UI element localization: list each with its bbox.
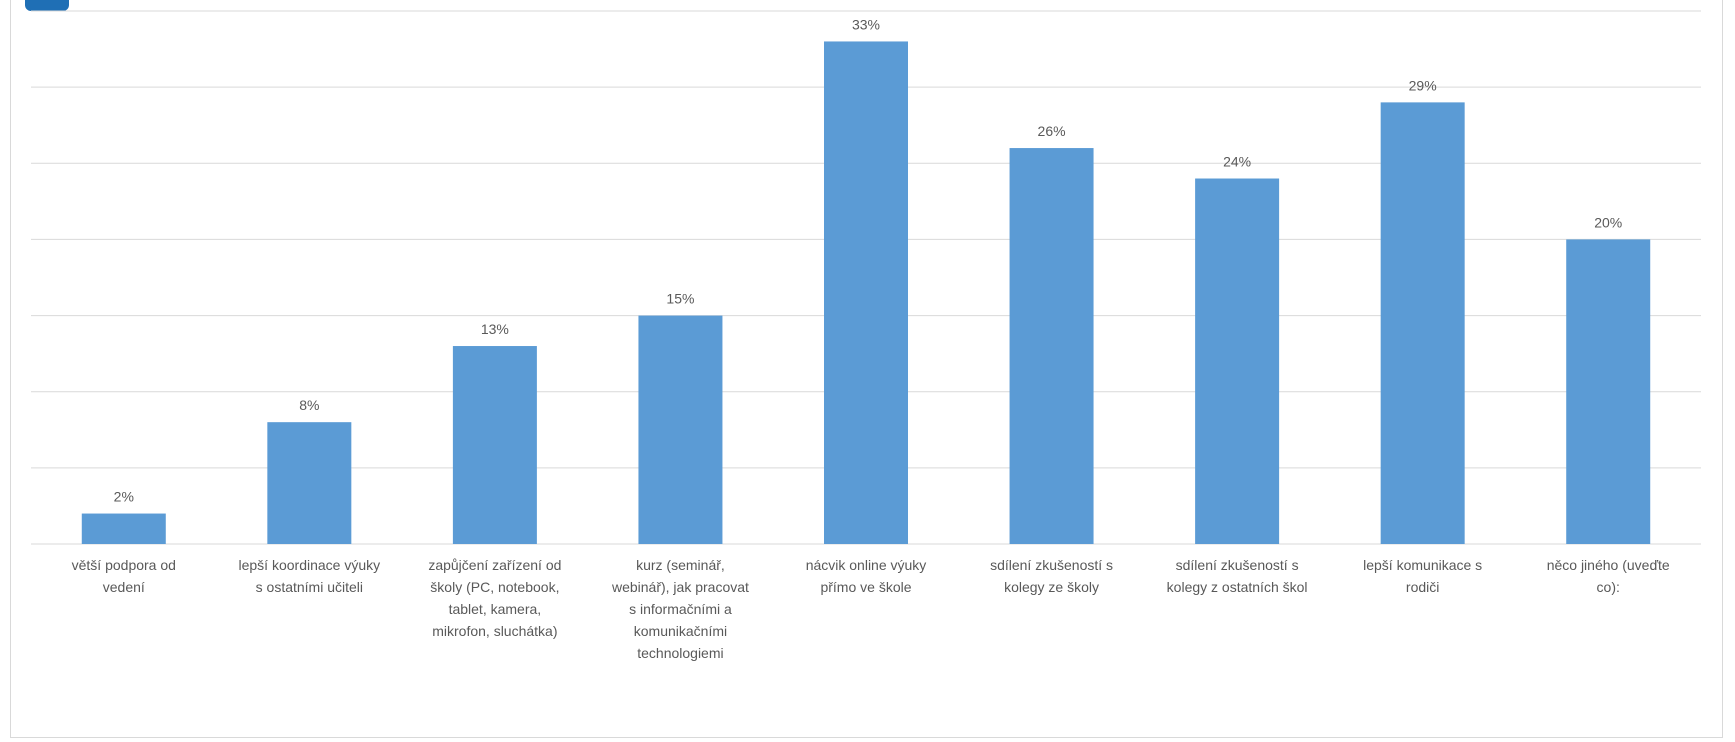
bar (638, 315, 723, 544)
category-label: zapůjčení zařízení od školy (PC, notebook… (428, 557, 561, 639)
category-label-line: s ostatními učiteli (256, 579, 363, 595)
bar-chart: 2% větší podpora od vedení 8% lepší koordina… (31, 10, 1701, 661)
data-label: 26% (1038, 123, 1066, 139)
category-label: nácvik online výuky přímo ve škole (806, 557, 927, 595)
bar (267, 422, 352, 544)
category-label-line: technologiemi (637, 645, 723, 661)
category-label: něco jiného (uveďte co): (1547, 557, 1670, 595)
data-label: 15% (666, 291, 694, 307)
bar (1009, 148, 1094, 545)
category-label-line: školy (PC, notebook, (430, 579, 559, 595)
category-label-line: nácvik online výuky (806, 557, 927, 573)
logo-square (25, 0, 69, 11)
category-label-line: komunikačními (634, 623, 727, 639)
category-label: lepší komunikace s rodiči (1363, 557, 1482, 595)
category-label-line: kurz (seminář, (636, 557, 725, 573)
data-label: 2% (114, 489, 134, 505)
bar (1566, 239, 1651, 544)
category-label: kurz (seminář, webinář), jak pracovat s in… (611, 557, 749, 661)
category-label: sdílení zkušeností s kolegy ze školy (990, 557, 1113, 595)
bar (81, 513, 166, 544)
category-label-line: něco jiného (uveďte (1547, 557, 1670, 573)
category-label-line: sdílení zkušeností s (990, 557, 1113, 573)
category-label: sdílení zkušeností s kolegy z ostatních š… (1167, 557, 1308, 595)
category-label-line: přímo ve škole (820, 579, 911, 595)
category-label-line: tablet, kamera, (449, 601, 542, 617)
category-label-line: rodiči (1406, 579, 1439, 595)
category-label-line: s informačními a (629, 601, 732, 617)
logo (25, 0, 69, 11)
category-label-line: sdílení zkušeností s (1176, 557, 1299, 573)
bar (1195, 178, 1280, 544)
category-label-line: lepší komunikace s (1363, 557, 1482, 573)
bar (824, 41, 908, 544)
category-label: lepší koordinace výuky s ostatními učitel… (239, 557, 381, 595)
bar (452, 346, 537, 544)
category-label-line: co): (1597, 579, 1620, 595)
category-label-line: vedení (103, 579, 145, 595)
category-label-line: webinář), jak pracovat (611, 579, 749, 595)
bar (1380, 102, 1465, 544)
category-label: větší podpora od vedení (72, 557, 176, 595)
category-label-line: kolegy ze školy (1004, 579, 1099, 595)
data-label: 33% (852, 16, 880, 32)
category-label-line: lepší koordinace výuky (239, 557, 381, 573)
data-label: 24% (1223, 154, 1251, 170)
category-label-line: mikrofon, sluchátka) (432, 623, 557, 639)
data-label: 8% (299, 397, 319, 413)
data-label: 13% (481, 321, 509, 337)
data-label: 29% (1409, 77, 1437, 93)
data-label: 20% (1594, 214, 1622, 230)
category-label-line: kolegy z ostatních škol (1167, 579, 1308, 595)
chart-frame: 2% větší podpora od vedení 8% lepší koordina… (10, 0, 1723, 738)
category-label-line: zapůjčení zařízení od (428, 557, 561, 573)
category-label-line: větší podpora od (72, 557, 176, 573)
